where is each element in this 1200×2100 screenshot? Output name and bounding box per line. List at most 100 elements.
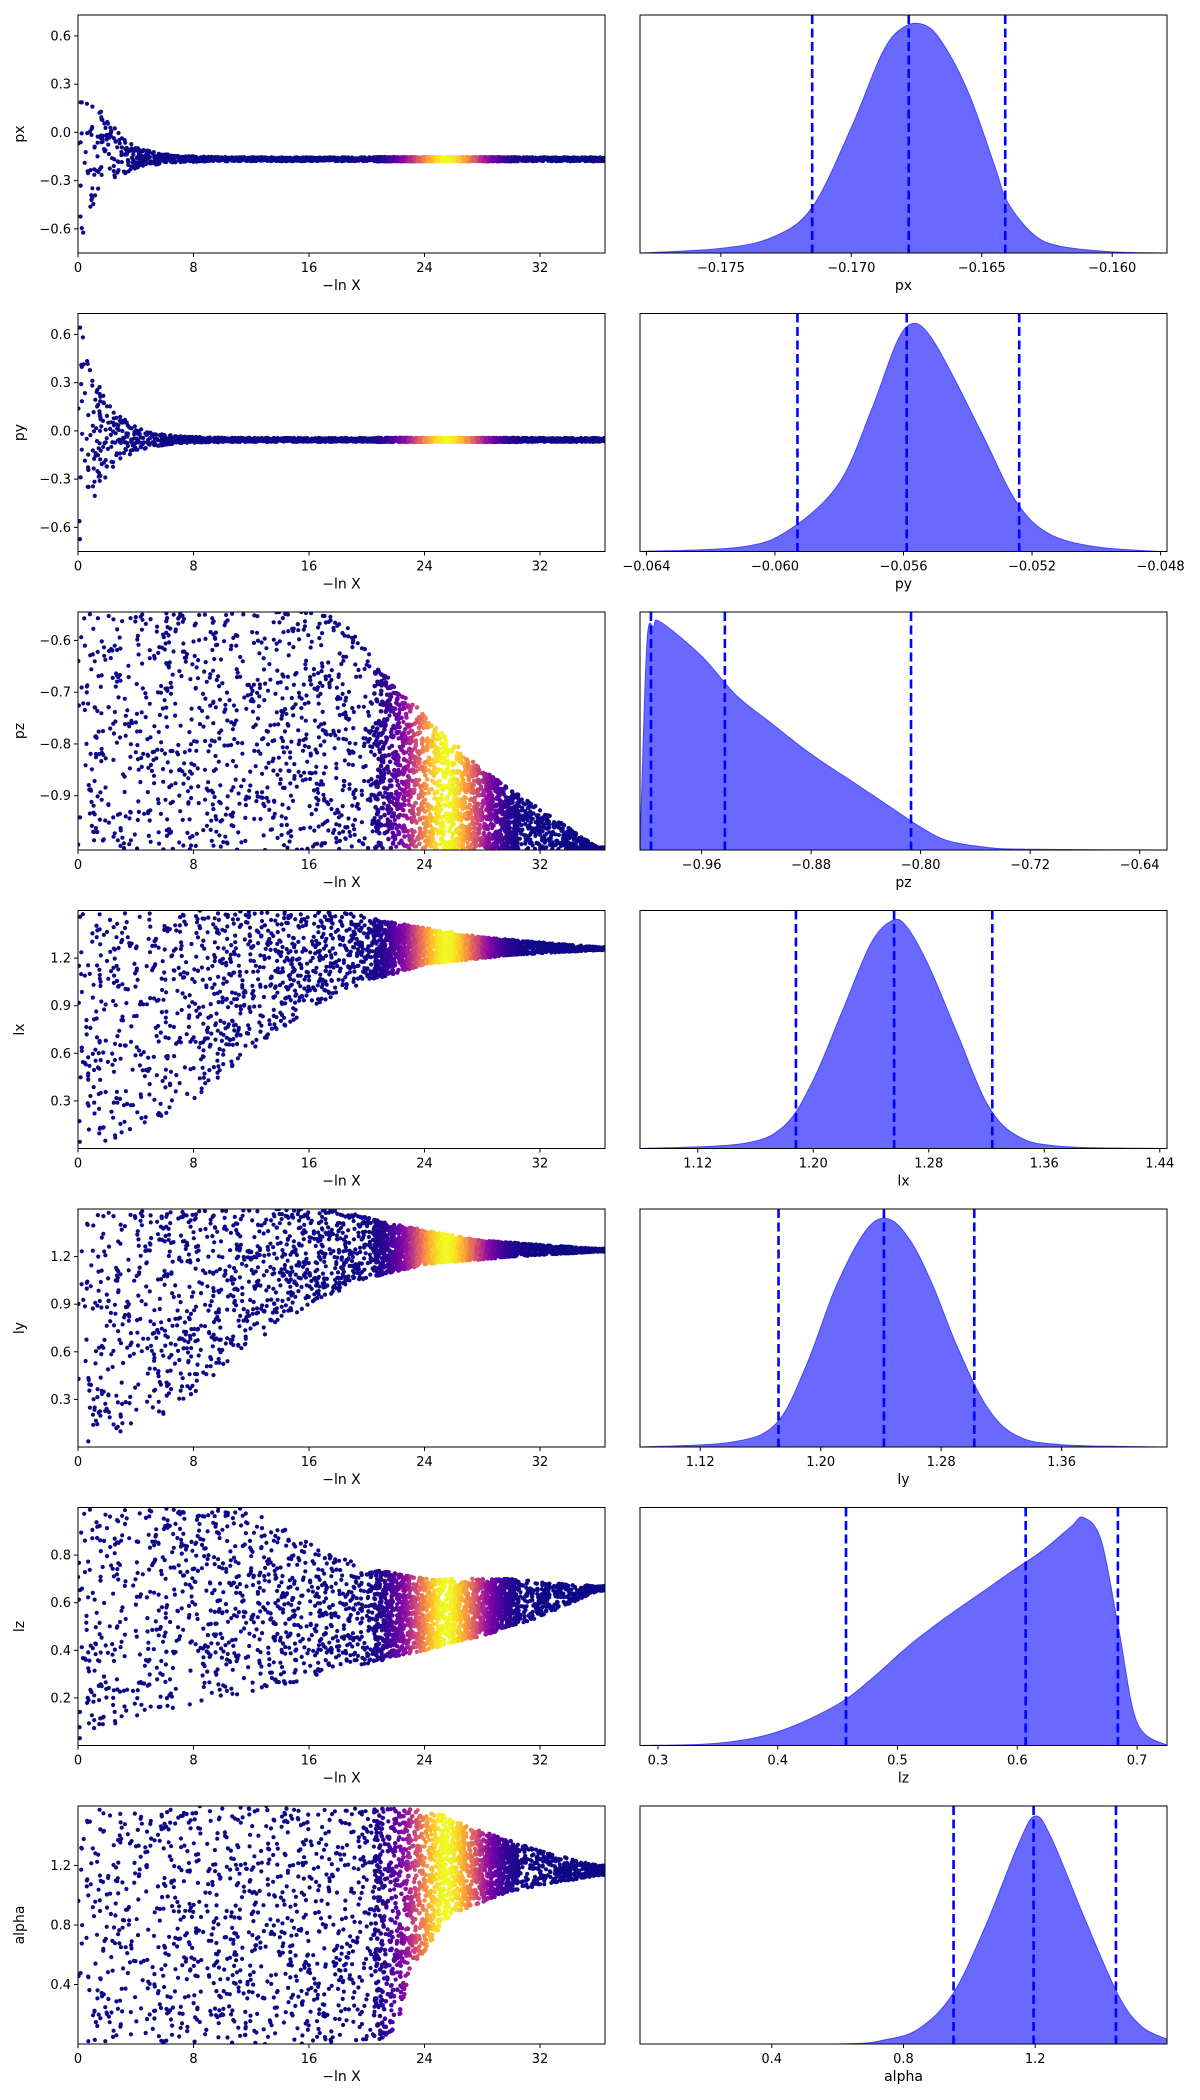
trace-px-point: [135, 162, 141, 167]
trace-px-point: [92, 145, 97, 150]
trace-py-point: [178, 435, 183, 440]
trace-px-xtick-label: 8: [189, 261, 197, 276]
trace-py-point: [173, 435, 178, 440]
trace-py-point: [523, 437, 528, 442]
trace-px-point: [125, 158, 130, 163]
trace-px-point: [90, 104, 95, 109]
trace-px-point: [79, 131, 84, 136]
trace-px-point: [111, 136, 116, 141]
posterior-px-xlabel: px: [895, 278, 912, 294]
trace-px-xtick-label: 24: [416, 261, 433, 276]
trace-py-point: [85, 361, 90, 366]
trace-px-point: [506, 157, 511, 163]
trace-py-point: [232, 437, 237, 442]
trace-py-point: [97, 471, 102, 476]
trace-py-point: [343, 437, 349, 442]
trace-py-point: [242, 436, 247, 441]
trace-px-point: [441, 155, 447, 161]
trace-px-point: [163, 159, 168, 164]
trace-px-point: [81, 230, 86, 235]
trace-py-point: [114, 451, 119, 456]
trace-py-point: [121, 450, 126, 456]
trace-px-point: [294, 156, 299, 161]
trace-px-point: [521, 157, 526, 162]
trace-px-point: [115, 145, 120, 150]
trace-py-point: [146, 431, 151, 436]
trace-py-point: [535, 439, 541, 444]
trace-py-point: [150, 434, 155, 439]
trace-px-point: [108, 130, 113, 135]
trace-py-point: [86, 465, 91, 470]
trace-py-point: [207, 439, 212, 444]
trace-px-point: [78, 214, 83, 219]
trace-py-point: [86, 452, 91, 457]
trace-px-point: [96, 186, 101, 191]
trace-px-point: [265, 156, 270, 161]
trace-px-point: [158, 152, 163, 158]
trace-px-point: [514, 158, 520, 164]
trace-px-point: [88, 168, 93, 173]
trace-py-point: [95, 404, 100, 409]
trace-py-point: [91, 466, 96, 471]
trace-py-point: [156, 438, 161, 443]
trace-px-point: [287, 157, 292, 162]
trace-py-point: [125, 443, 130, 449]
trace-px-point: [119, 149, 124, 155]
trace-px-point: [109, 156, 115, 161]
trace-py-point: [235, 439, 240, 444]
trace-px-xtick-label: 0: [74, 261, 82, 276]
trace-py-point: [579, 436, 584, 442]
trace-py-point: [275, 436, 280, 441]
trace-px-point: [90, 186, 95, 191]
trace-px-point: [150, 151, 156, 156]
trace-py-point: [78, 475, 83, 480]
trace-px-point: [222, 156, 228, 161]
trace-py-point: [592, 437, 598, 442]
trace-px-point: [344, 156, 349, 161]
trace-py-point: [306, 438, 311, 444]
trace-px-point: [122, 169, 127, 175]
trace-py-point: [107, 404, 113, 409]
trace-py-point: [138, 444, 143, 449]
trace-py-point: [127, 425, 132, 430]
trace-py-point: [141, 440, 146, 445]
trace-px-point: [334, 157, 339, 162]
trace-px-point: [106, 142, 111, 147]
trace-px-point: [390, 155, 396, 161]
trace-py-point: [101, 444, 106, 449]
trace-py-point: [103, 440, 108, 445]
trace-px-frame: [77, 14, 606, 254]
trace-px-point: [113, 139, 118, 144]
trace-py-point: [78, 325, 83, 330]
trace-px-point: [104, 134, 109, 139]
trace-py-point: [293, 439, 298, 444]
trace-py-point: [104, 464, 109, 469]
trace-py-point: [317, 437, 323, 442]
trace-px-point: [149, 161, 154, 166]
trace-py-point: [122, 440, 127, 445]
trace-py-point: [82, 458, 87, 463]
trace-px-point: [124, 152, 129, 157]
trace-px-point: [580, 157, 585, 162]
trace-py-point: [127, 452, 132, 457]
posterior-px-xtick-label: −0.165: [958, 261, 1006, 276]
trace-px-point: [91, 201, 96, 207]
trace-py-point: [160, 441, 165, 446]
trace-py-point: [124, 420, 129, 425]
trace-px-point: [98, 109, 104, 114]
trace-py-point: [172, 439, 177, 444]
trace-py-point: [118, 414, 123, 419]
trace-px-point: [107, 134, 112, 139]
trace-py-point: [97, 392, 102, 397]
trace-px-point: [407, 158, 412, 164]
trace-px-ytick-label: 0.0: [50, 126, 71, 141]
trace-px-point: [112, 126, 117, 131]
trace-px-point: [305, 156, 310, 161]
trace-py-point: [86, 413, 91, 418]
trace-px-point: [170, 160, 175, 165]
trace-py-point: [108, 432, 113, 437]
trace-px-point: [268, 156, 273, 161]
trace-px-point: [107, 166, 112, 171]
trace-px-point: [359, 155, 364, 160]
trace-px-point: [155, 156, 160, 161]
